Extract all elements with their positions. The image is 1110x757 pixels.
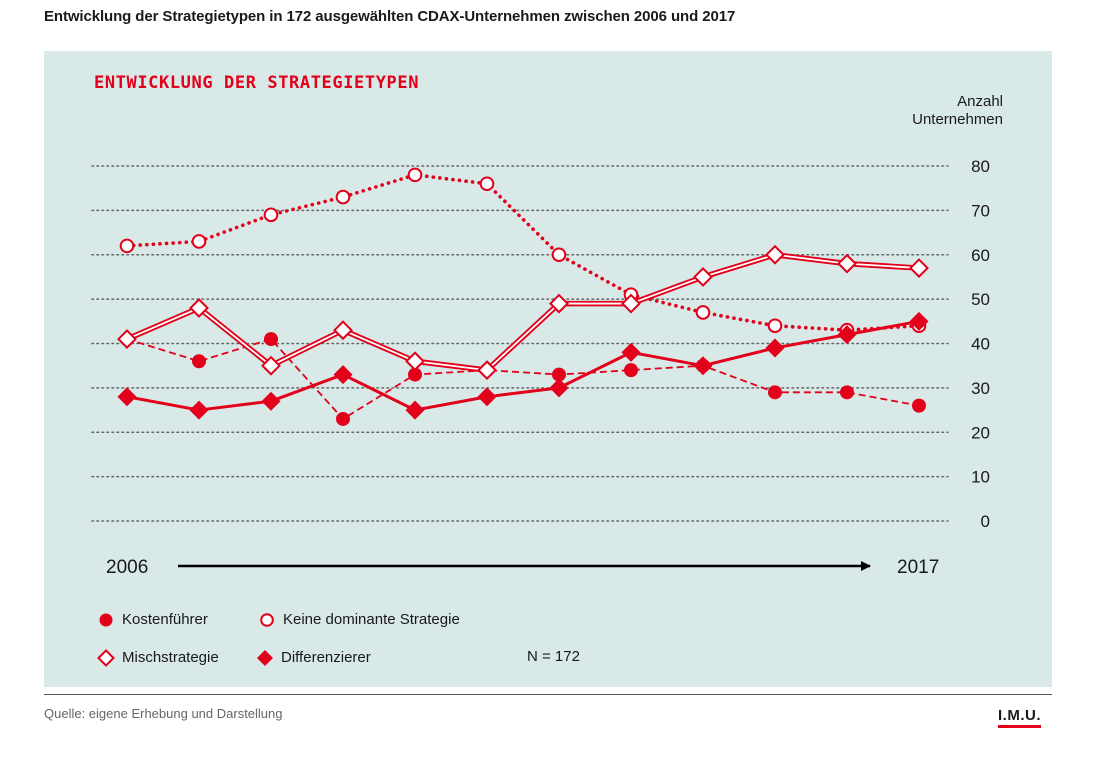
open-diamond-icon [96,648,116,668]
kostenfuehrer-point [768,385,782,399]
y-tick-label: 50 [971,290,990,309]
y-tick-label: 40 [971,335,990,354]
differenzierer-point [550,378,569,397]
keine-dominante-strategie-point [193,235,206,248]
mischstrategie-point [407,353,424,370]
keine-dominante-strategie-point [769,319,782,332]
x-start-label: 2006 [106,557,148,578]
line-chart: 0 10 20 30 40 50 60 70 80 2006 2017 [0,0,1110,757]
y-tick-label: 0 [981,512,990,531]
x-end-label: 2017 [897,557,939,578]
mischstrategie-point [911,260,928,277]
keine-dominante-strategie-point [121,240,134,253]
legend-label: Mischstrategie [122,648,219,668]
differenzierer-point [478,387,497,406]
differenzierer-point [766,338,785,357]
keine-dominante-strategie-point [265,209,278,222]
kostenfuehrer-point [624,363,638,377]
keine-dominante-strategie-point [697,306,710,319]
differenzierer-point [622,343,641,362]
mischstrategie-point [119,331,136,348]
source-note: Quelle: eigene Erhebung und Darstellung [44,706,283,721]
mischstrategie-point [767,246,784,263]
filled-circle-icon [96,610,116,630]
y-tick-label: 10 [971,468,990,487]
keine-dominante-strategie-point [337,191,350,204]
sample-size-note: N = 172 [527,648,580,665]
kostenfuehrer-point [336,412,350,426]
differenzierer-point [406,401,425,420]
footer-divider [44,694,1052,695]
mischstrategie-line [127,255,919,370]
kostenfuehrer-point [192,354,206,368]
legend-label: Differenzierer [281,648,371,668]
keine-dominante-strategie-point [553,248,566,261]
keine-dominante-strategie-point [409,169,422,182]
kostenfuehrer-point [840,385,854,399]
y-tick-label: 60 [971,246,990,265]
differenzierer-point [118,387,137,406]
kostenfuehrer-line [127,339,919,419]
mischstrategie-line-inner [127,255,919,370]
open-circle-icon [257,610,277,630]
differenzierer-point [190,401,209,420]
y-tick-label: 20 [971,423,990,442]
legend-label: Keine dominante Strategie [283,610,460,630]
differenzierer-point [334,365,353,384]
mischstrategie-point [839,255,856,272]
differenzierer-point [694,356,713,375]
mischstrategie-point [695,268,712,285]
y-tick-label: 80 [971,157,990,176]
legend-label: Kostenführer [122,610,208,630]
kostenfuehrer-point [264,332,278,346]
kostenfuehrer-point [912,399,926,413]
keine-dominante-strategie-line [127,175,919,330]
keine-dominante-strategie-point [481,177,494,190]
differenzierer-point [262,392,281,411]
y-tick-label: 70 [971,201,990,220]
imu-logo: I.M.U. [998,707,1041,728]
y-tick-label: 30 [971,379,990,398]
filled-diamond-icon [255,648,275,668]
